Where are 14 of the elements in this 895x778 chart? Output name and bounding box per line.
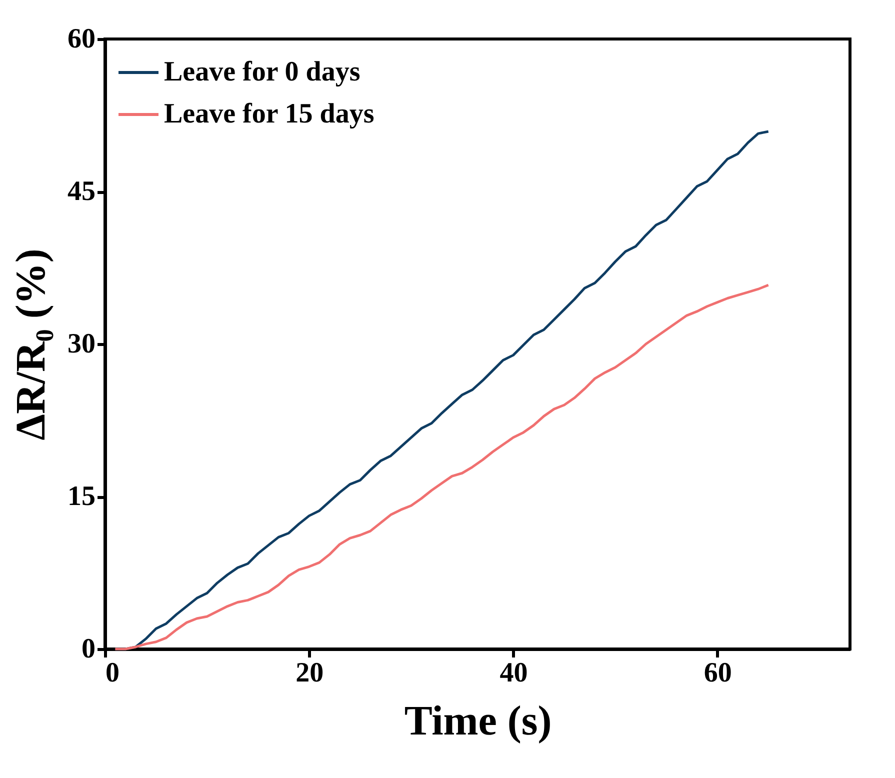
y-tick-label: 15 xyxy=(68,481,96,512)
x-axis-title: Time (s) xyxy=(404,698,552,744)
legend-label: Leave for 15 days xyxy=(164,98,374,130)
y-tick-label: 0 xyxy=(82,634,96,664)
x-tick-label: 40 xyxy=(500,658,528,688)
line-series xyxy=(114,284,770,650)
legend-label: Leave for 0 days xyxy=(164,56,360,88)
y-tick-label: 60 xyxy=(68,24,96,54)
x-tick-label: 0 xyxy=(106,658,120,688)
y-tick-label: 45 xyxy=(68,176,96,207)
y-tick-label: 30 xyxy=(68,328,96,360)
x-tick-label: 20 xyxy=(296,658,324,688)
y-axis-title: ΔR/R₀ (%) xyxy=(8,248,54,440)
x-tick-label: 60 xyxy=(704,658,732,688)
